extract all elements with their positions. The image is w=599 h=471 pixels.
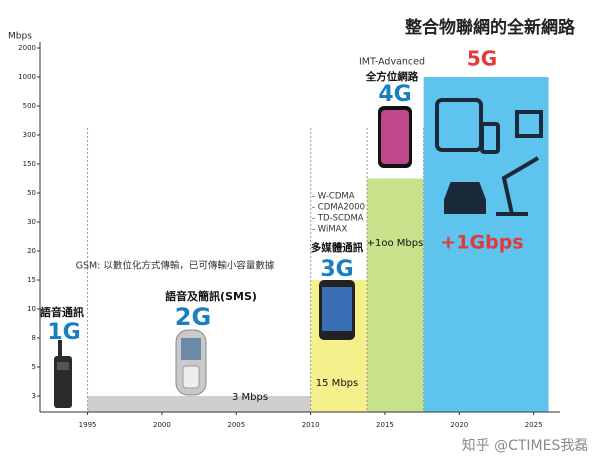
y-tick-label: 50 [27,189,36,197]
era-caption: 語音及簡訊(SMS) [165,289,257,303]
value-label: +1Gbps [440,232,523,254]
value-label: 3 Mbps [232,392,268,403]
standard: - TD-SCDMA [312,214,364,224]
era-name: 4G [378,82,411,107]
y-tick-label: 10 [27,305,36,313]
standard: IMT-Advanced [359,57,425,68]
standard: - W-CDMA [312,192,355,202]
value-label: +1oo Mbps [367,238,424,249]
era-caption: 語音通訊 [40,305,84,319]
y-axis-label: Mbps [8,32,32,42]
era-bar [87,396,311,412]
chart-title: 整合物聯網的全新網路 [405,17,576,38]
y-tick-label: 20 [27,247,36,255]
era-note: GSM: 以數位化方式傳輸，已可傳輸小容量數據 [76,260,275,272]
x-tick-label: 2025 [525,421,543,429]
phone-2g [175,329,207,396]
standard: - WiMAX [312,225,347,235]
phone-4g [378,106,412,168]
x-tick-label: 1995 [79,421,97,429]
y-tick-label: 30 [27,218,36,226]
y-tick-label: 8 [32,334,36,342]
iot-icons [435,98,543,216]
y-tick-label: 2000 [18,44,36,52]
x-tick-label: 2000 [153,421,171,429]
standard: - CDMA2000 [312,203,365,213]
y-tick-label: 500 [23,102,36,110]
phone-1g [54,340,72,408]
x-tick-label: 2015 [376,421,394,429]
phone-3g [319,280,355,340]
era-name: 2G [175,303,211,331]
era-caption: 多媒體通訊 [311,241,364,254]
y-tick-label: 15 [27,276,36,284]
x-tick-label: 2020 [450,421,468,429]
y-tick-label: 1000 [18,73,36,81]
y-tick-label: 150 [23,160,36,168]
value-label: 15 Mbps [316,378,358,389]
y-tick-label: 300 [23,131,36,139]
bars [87,77,549,412]
y-tick-label: 5 [32,363,36,371]
x-tick-label: 2010 [302,421,320,429]
era-bar [367,178,424,412]
era-bar [423,77,549,412]
y-tick-label: 3 [32,392,36,400]
era-name: 1G [47,320,80,345]
era-caption: 全方位網路 [365,70,419,83]
era-name: 5G [467,47,497,71]
era-name: 3G [320,257,353,282]
x-tick-label: 2005 [227,421,245,429]
watermark: 知乎 @CTIMES我磊 [462,437,589,454]
